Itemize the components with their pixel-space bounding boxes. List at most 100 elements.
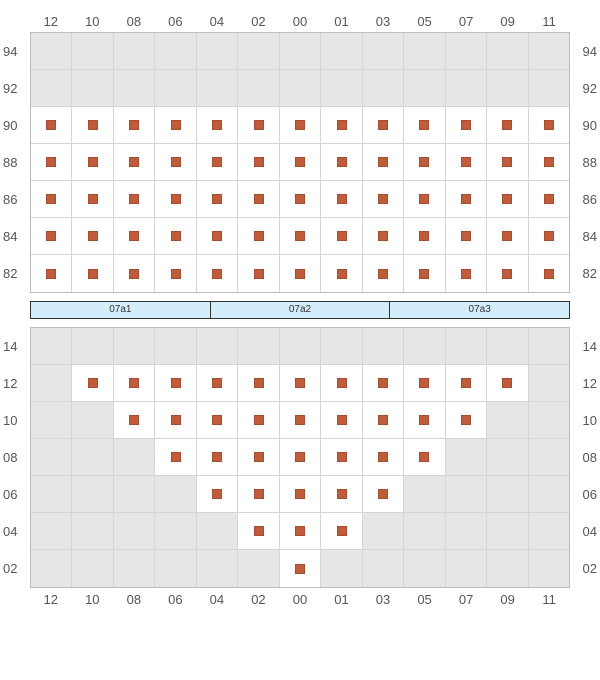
seat-cell[interactable] bbox=[280, 513, 321, 549]
seat-cell[interactable] bbox=[197, 107, 238, 143]
seat-cell[interactable] bbox=[446, 255, 487, 292]
seat-cell[interactable] bbox=[114, 218, 155, 254]
seat-cell[interactable] bbox=[238, 218, 279, 254]
seat-cell[interactable] bbox=[363, 439, 404, 475]
seat-cell[interactable] bbox=[238, 144, 279, 180]
seat-cell[interactable] bbox=[363, 181, 404, 217]
seat-cell[interactable] bbox=[404, 144, 445, 180]
seat-cell[interactable] bbox=[238, 439, 279, 475]
seat-cell[interactable] bbox=[280, 218, 321, 254]
seat-cell[interactable] bbox=[321, 107, 362, 143]
seat-cell[interactable] bbox=[31, 181, 72, 217]
seat-cell[interactable] bbox=[404, 181, 445, 217]
seat-cell[interactable] bbox=[280, 255, 321, 292]
seat-cell[interactable] bbox=[155, 255, 196, 292]
seat-cell[interactable] bbox=[238, 365, 279, 401]
seat-cell[interactable] bbox=[321, 402, 362, 438]
seat-cell[interactable] bbox=[321, 181, 362, 217]
seat-cell[interactable] bbox=[529, 144, 569, 180]
seat-cell[interactable] bbox=[363, 365, 404, 401]
seat-cell[interactable] bbox=[114, 402, 155, 438]
seat-cell[interactable] bbox=[280, 402, 321, 438]
seat-cell[interactable] bbox=[155, 365, 196, 401]
seat-cell[interactable] bbox=[321, 365, 362, 401]
seat-cell[interactable] bbox=[487, 144, 528, 180]
seat-cell[interactable] bbox=[404, 365, 445, 401]
seat-cell[interactable] bbox=[197, 476, 238, 512]
seat-cell[interactable] bbox=[487, 255, 528, 292]
seat-cell[interactable] bbox=[404, 402, 445, 438]
seat-cell[interactable] bbox=[72, 218, 113, 254]
seat-cell[interactable] bbox=[363, 402, 404, 438]
seat-cell[interactable] bbox=[114, 365, 155, 401]
seat-cell[interactable] bbox=[31, 144, 72, 180]
seat-cell[interactable] bbox=[238, 402, 279, 438]
seat-cell[interactable] bbox=[321, 439, 362, 475]
seat-cell[interactable] bbox=[31, 255, 72, 292]
seat-cell[interactable] bbox=[446, 181, 487, 217]
seat-cell[interactable] bbox=[155, 439, 196, 475]
seat-cell[interactable] bbox=[404, 107, 445, 143]
seat-cell[interactable] bbox=[72, 144, 113, 180]
seat-cell[interactable] bbox=[197, 144, 238, 180]
seat-cell[interactable] bbox=[280, 107, 321, 143]
seat-cell[interactable] bbox=[487, 107, 528, 143]
seat-cell[interactable] bbox=[487, 365, 528, 401]
seat-cell[interactable] bbox=[363, 476, 404, 512]
seat-cell[interactable] bbox=[487, 181, 528, 217]
seat-cell[interactable] bbox=[72, 255, 113, 292]
seat-cell[interactable] bbox=[197, 439, 238, 475]
seat-cell[interactable] bbox=[363, 255, 404, 292]
seat-cell[interactable] bbox=[155, 181, 196, 217]
seat-cell[interactable] bbox=[404, 218, 445, 254]
seat-cell[interactable] bbox=[114, 107, 155, 143]
seat-cell[interactable] bbox=[280, 439, 321, 475]
seat-cell[interactable] bbox=[280, 144, 321, 180]
seat-cell[interactable] bbox=[363, 107, 404, 143]
seat-cell[interactable] bbox=[197, 181, 238, 217]
seat-cell[interactable] bbox=[197, 218, 238, 254]
seat-cell[interactable] bbox=[446, 144, 487, 180]
seat-cell[interactable] bbox=[321, 476, 362, 512]
seat-cell[interactable] bbox=[72, 107, 113, 143]
seat-cell[interactable] bbox=[280, 550, 321, 587]
seat-cell[interactable] bbox=[529, 255, 569, 292]
seat-cell[interactable] bbox=[446, 218, 487, 254]
seat-cell[interactable] bbox=[238, 513, 279, 549]
seat-cell[interactable] bbox=[197, 255, 238, 292]
seat-cell[interactable] bbox=[155, 144, 196, 180]
seat-cell[interactable] bbox=[529, 107, 569, 143]
seat-cell[interactable] bbox=[280, 365, 321, 401]
seat-cell[interactable] bbox=[72, 181, 113, 217]
seat-cell[interactable] bbox=[529, 218, 569, 254]
seat-cell[interactable] bbox=[238, 255, 279, 292]
seat-cell[interactable] bbox=[114, 255, 155, 292]
seat-cell[interactable] bbox=[321, 218, 362, 254]
seat-cell[interactable] bbox=[321, 144, 362, 180]
seat-cell[interactable] bbox=[363, 144, 404, 180]
seat-cell[interactable] bbox=[404, 255, 445, 292]
seat-cell[interactable] bbox=[280, 476, 321, 512]
seat-cell[interactable] bbox=[321, 255, 362, 292]
seat-cell[interactable] bbox=[114, 144, 155, 180]
seat-cell[interactable] bbox=[155, 107, 196, 143]
seat-cell[interactable] bbox=[321, 513, 362, 549]
seat-cell[interactable] bbox=[363, 218, 404, 254]
seat-cell[interactable] bbox=[238, 181, 279, 217]
seat-cell[interactable] bbox=[446, 107, 487, 143]
seat-cell[interactable] bbox=[238, 107, 279, 143]
seat-cell[interactable] bbox=[280, 181, 321, 217]
seat-cell[interactable] bbox=[197, 365, 238, 401]
seat-cell[interactable] bbox=[404, 439, 445, 475]
seat-cell[interactable] bbox=[114, 181, 155, 217]
seat-cell[interactable] bbox=[155, 402, 196, 438]
seat-cell[interactable] bbox=[446, 402, 487, 438]
seat-cell[interactable] bbox=[529, 181, 569, 217]
seat-cell[interactable] bbox=[238, 476, 279, 512]
seat-cell[interactable] bbox=[31, 218, 72, 254]
seat-cell[interactable] bbox=[446, 365, 487, 401]
seat-cell[interactable] bbox=[487, 218, 528, 254]
seat-cell[interactable] bbox=[72, 365, 113, 401]
seat-cell[interactable] bbox=[155, 218, 196, 254]
seat-cell[interactable] bbox=[197, 402, 238, 438]
